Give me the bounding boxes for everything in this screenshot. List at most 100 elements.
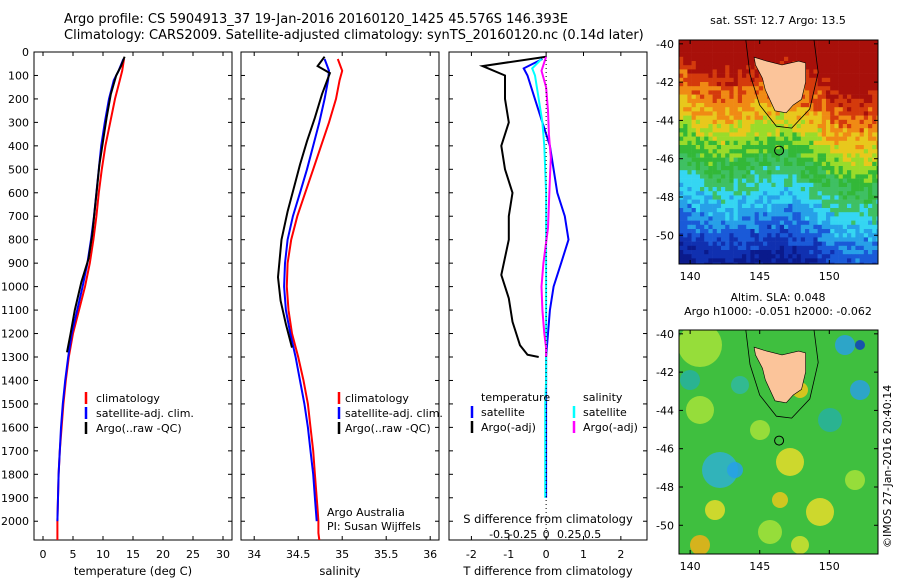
sst-cell [700, 56, 705, 62]
sst-cell [695, 90, 701, 95]
sst-cell [725, 132, 730, 137]
sst-cell [868, 187, 873, 192]
sst-cell [683, 195, 688, 200]
sst-cell [775, 216, 781, 221]
sst-cell [784, 111, 789, 116]
sla-anomaly [845, 470, 865, 490]
sst-cell [725, 208, 730, 213]
sst-cell [830, 61, 835, 66]
sst-cell [716, 174, 722, 179]
sst-cell [767, 182, 772, 188]
s-tick-label: 0 [543, 528, 550, 541]
sst-cell [695, 170, 701, 175]
sst-cell [725, 149, 730, 154]
depth-tick-label: 700 [8, 210, 29, 223]
sst-cell [700, 115, 705, 121]
sst-cell [721, 56, 726, 62]
sst-cell [746, 233, 751, 238]
sst-cell [733, 119, 739, 125]
sst-cell [763, 103, 768, 108]
sst-cell [872, 178, 877, 184]
sst-cell [805, 191, 810, 196]
sst-cell [830, 178, 835, 184]
sst-cell [733, 195, 739, 200]
sst-cell [737, 56, 743, 62]
sst-cell [758, 187, 764, 192]
sst-cell [691, 182, 697, 188]
sst-cell [683, 250, 688, 255]
sst-cell [792, 140, 797, 146]
sst-cell [868, 195, 873, 200]
sst-cell [830, 86, 835, 91]
sst-cell [721, 128, 726, 133]
sst-cell [708, 237, 713, 242]
sst-cell [695, 69, 701, 74]
sst-cell [712, 245, 718, 251]
sst-cell [691, 140, 697, 146]
sst-cell [729, 65, 734, 70]
sst-cell [758, 98, 764, 104]
sst-cell [821, 86, 827, 91]
sst-cell [834, 170, 839, 175]
sst-cell [763, 136, 768, 142]
sst-cell [679, 56, 684, 62]
sst-cell [691, 61, 697, 66]
sst-cell [695, 44, 701, 49]
sst-cell [733, 161, 739, 167]
sst-cell [679, 224, 684, 230]
sst-cell [754, 136, 760, 142]
sst-cell [687, 233, 692, 238]
sst-cell [700, 237, 705, 242]
sst-cell [725, 178, 730, 184]
sst-cell [695, 241, 701, 247]
depth-tick-label: 1300 [1, 351, 29, 364]
sst-cell [700, 195, 705, 200]
sst-cell [771, 258, 776, 263]
sst-cell [737, 111, 743, 116]
sst-cell [859, 220, 865, 226]
sst-cell [872, 44, 877, 49]
sst-cell [872, 195, 877, 200]
sst-cell [683, 208, 688, 213]
sst-cell [863, 220, 869, 226]
sst-cell [838, 178, 844, 184]
sst-cell [729, 94, 734, 100]
sst-cell [868, 56, 873, 62]
sst-cell [809, 119, 814, 125]
sst-cell [830, 115, 835, 121]
sst-cell [708, 199, 713, 205]
sst-cell [847, 229, 852, 234]
sst-cell [779, 115, 785, 121]
sst-cell [784, 203, 789, 209]
sst-cell [838, 48, 844, 53]
sst-cell [876, 73, 878, 79]
sst-cell [704, 94, 709, 100]
sst-cell [721, 203, 726, 209]
sst-cell [775, 52, 781, 58]
sst-cell [821, 61, 827, 66]
sst-cell [805, 153, 810, 158]
sst-cell [775, 191, 781, 196]
sst-cell [687, 119, 692, 125]
sst-cell [788, 128, 793, 133]
sst-cell [809, 124, 814, 129]
sst-cell [821, 111, 827, 116]
sst-cell [813, 237, 818, 242]
sst-cell [830, 216, 835, 221]
sst-cell [792, 216, 797, 221]
sst-cell [691, 111, 697, 116]
sst-cell [767, 56, 772, 62]
sst-cell [758, 208, 764, 213]
sst-cell [742, 140, 747, 146]
sst-cell [704, 90, 709, 95]
sst-cell [868, 161, 873, 167]
sst-cell [712, 77, 718, 83]
sst-cell [868, 157, 873, 163]
sst-cell [750, 178, 755, 184]
sst-cell [725, 111, 730, 116]
sst-cell [742, 178, 747, 184]
sst-cell [771, 220, 776, 226]
depth-tick-label: 300 [8, 116, 29, 129]
sst-cell [771, 161, 776, 167]
sst-cell [779, 241, 785, 247]
